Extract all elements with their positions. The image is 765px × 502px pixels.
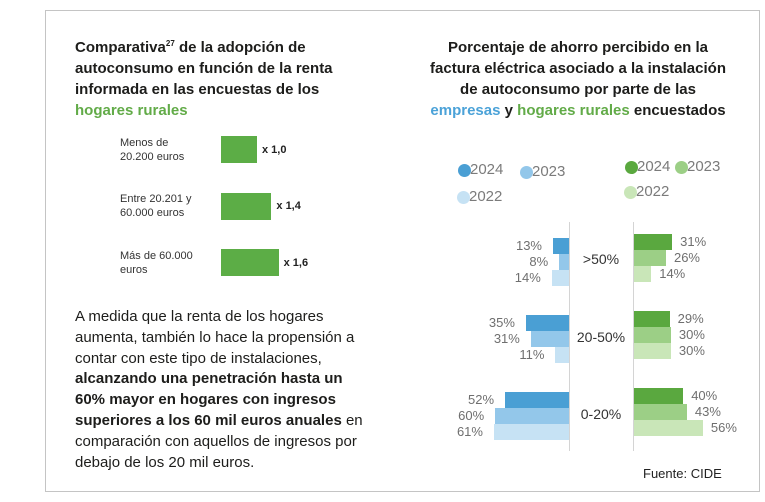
legend-label: 2024 [470,161,504,178]
title-lead: Comparativa [75,39,166,56]
rural-savings-bar [634,250,666,266]
rural-savings-bar [634,266,652,282]
title-line: Porcentaje de ahorro percibido en la [447,39,709,56]
rural-savings-label: 30% [678,343,705,358]
legend-item-companies-2023: 2023 [520,164,570,180]
paragraph-line: aumenta, también lo hace la propensión a [75,328,355,346]
companies-savings-label: 61% [456,424,483,439]
frame-border [45,10,760,492]
companies-savings-label: 14% [514,270,541,285]
savings-range-label: 0-20% [580,406,622,422]
adoption-ratio-label: x 1,0 [262,143,287,156]
legend-swatch [675,160,688,174]
legend-swatch [520,165,533,179]
title-line: factura eléctrica asociado a la instalac… [430,60,726,77]
legend-swatch [458,163,471,177]
rural-savings-label: 56% [710,420,737,435]
companies-savings-bar [493,424,569,440]
income-bracket-label: Menos de 20.200 euros [120,136,185,163]
rural-savings-label: 40% [691,388,718,403]
rural-savings-label: 31% [680,234,707,249]
paragraph-line-bold: alcanzando una penetración hasta un [75,370,343,388]
adoption-bar [221,249,279,276]
legend-item-companies-2024: 2024 [458,162,508,178]
legend-swatch [625,160,638,174]
adoption-bar [221,192,272,220]
title-connector: y [500,102,518,119]
companies-savings-label: 52% [468,392,495,407]
income-bracket-label: Más de 60.000 euros [120,249,193,276]
companies-savings-label: 8% [529,254,549,269]
companies-savings-label: 11% [519,347,545,362]
footnote-marker: 27 [165,39,175,48]
rural-savings-label: 30% [678,327,705,342]
rural-savings-bar [634,311,670,327]
companies-savings-label: 60% [458,408,485,423]
title-group-companies: empresas [430,102,501,119]
rural-savings-label: 26% [673,250,700,265]
rural-savings-bar [634,404,687,420]
savings-range-label: 20-50% [576,328,626,345]
companies-savings-bar [555,347,569,363]
legend-label: 2024 [637,158,671,175]
title-line: autoconsumo en función de la renta [75,60,333,77]
companies-savings-bar [505,392,569,408]
legend-item-rural-2022: 2022 [624,184,674,200]
companies-savings-bar [553,238,569,254]
paragraph-line: contar con este tipo de instalaciones, [75,349,322,367]
rural-savings-label: 29% [677,311,704,326]
paragraph-line: comparación con aquellos de ingresos por [75,432,357,450]
rural-savings-label: 43% [694,404,721,419]
legend-swatch [624,185,637,199]
income-chart-title: Comparativa27 de la adopción de autocons… [75,37,333,121]
title-line1-rest: de la adopción de [174,39,306,56]
savings-chart-title: Porcentaje de ahorro percibido en la fac… [400,37,756,121]
legend-label: 2023 [687,158,721,175]
legend-item-rural-2023: 2023 [675,159,725,175]
title-group-rural: hogares rurales [517,102,630,119]
rural-savings-bar [634,420,703,436]
paragraph-bold-text: superiores a los 60 mil euros anuales [75,411,342,429]
title-line: de autoconsumo por parte de las [460,81,696,98]
companies-axis-line [569,222,570,451]
companies-savings-bar [551,270,569,286]
title-highlight: hogares rurales [75,102,188,119]
paragraph-line: debajo de los 20 mil euros. [75,453,255,471]
legend-swatch [457,190,470,204]
rural-axis-line [633,222,634,451]
paragraph-line: superiores a los 60 mil euros anuales en [75,411,363,432]
companies-savings-bar [525,315,569,331]
title-line: empresas y hogares rurales encuestados [400,100,756,121]
companies-savings-bar [530,331,569,347]
title-line: Comparativa27 de la adopción de [75,37,333,58]
companies-savings-bar [495,408,569,424]
savings-range-label: >50% [582,251,620,267]
source-note: Fuente: CIDE [643,466,722,481]
rural-savings-bar [634,234,673,250]
companies-savings-label: 31% [493,331,520,346]
summary-paragraph: A medida que la renta de los hogares aum… [75,307,363,473]
rural-savings-bar [634,327,671,343]
rural-savings-label: 14% [659,266,686,281]
legend-label: 2022 [636,183,670,200]
adoption-ratio-label: x 1,6 [283,256,309,269]
paragraph-text: en [341,411,363,429]
companies-savings-bar [559,254,569,270]
title-suffix: encuestados [629,102,726,119]
paragraph-line-bold: 60% mayor en hogares con ingresos [75,391,336,409]
legend-item-rural-2024: 2024 [625,159,675,175]
paragraph-line: A medida que la renta de los hogares [75,308,324,325]
income-bracket-label: Entre 20.201 y 60.000 euros [120,193,192,219]
legend-label: 2023 [532,163,566,180]
title-line: informada en las encuestas de los [75,81,320,98]
adoption-ratio-label: x 1,4 [276,200,301,212]
rural-savings-bar [634,388,684,404]
rural-savings-bar [634,343,671,359]
legend-label: 2022 [469,188,503,205]
adoption-bar [221,136,257,163]
legend-item-companies-2022: 2022 [457,189,507,205]
companies-savings-label: 35% [488,315,515,330]
companies-savings-label: 13% [515,238,542,253]
